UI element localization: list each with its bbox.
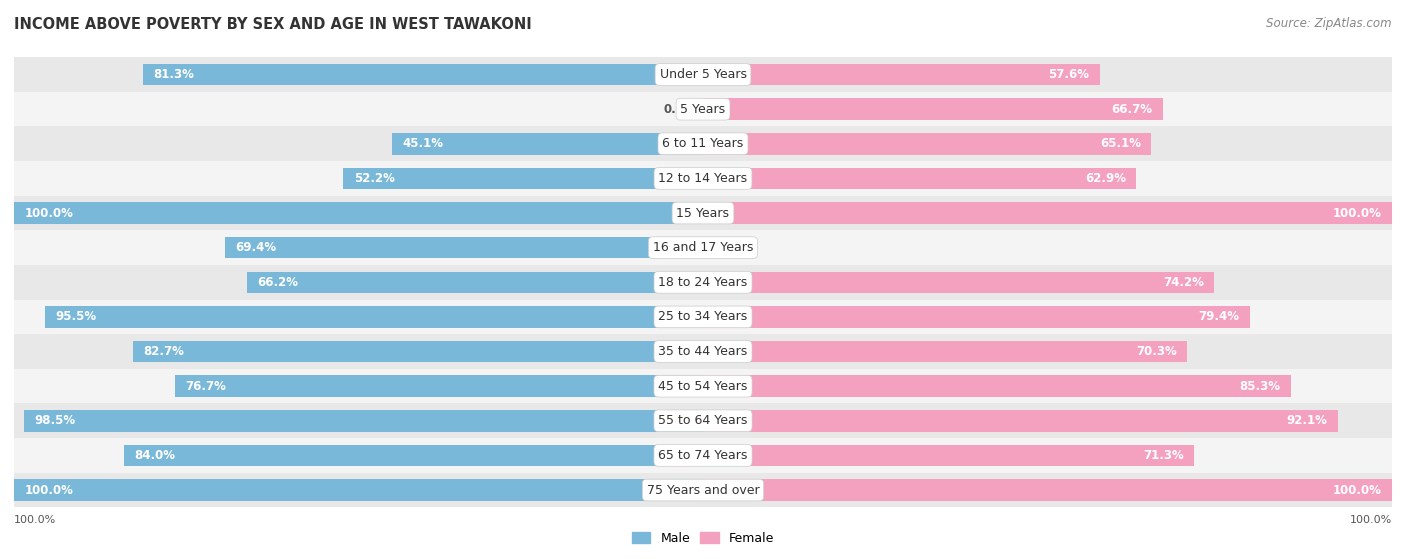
Bar	[703, 445, 1194, 466]
Text: 0.0%: 0.0%	[710, 241, 742, 254]
Bar	[45, 306, 703, 328]
Bar	[143, 64, 703, 86]
Bar	[14, 196, 1392, 230]
Bar	[14, 438, 1392, 473]
Text: 100.0%: 100.0%	[24, 484, 73, 496]
Text: 15 Years: 15 Years	[676, 206, 730, 220]
Bar	[14, 57, 1392, 92]
Bar	[14, 126, 1392, 161]
Text: 66.7%: 66.7%	[1111, 103, 1152, 116]
Bar	[225, 237, 703, 258]
Bar	[14, 369, 1392, 404]
Text: 18 to 24 Years: 18 to 24 Years	[658, 276, 748, 289]
Bar	[134, 341, 703, 362]
Bar	[14, 230, 1392, 265]
Bar	[14, 92, 1392, 126]
Text: 6 to 11 Years: 6 to 11 Years	[662, 138, 744, 150]
Bar	[703, 306, 1250, 328]
Text: 100.0%: 100.0%	[1333, 484, 1382, 496]
Text: 69.4%: 69.4%	[235, 241, 277, 254]
Text: 82.7%: 82.7%	[143, 345, 184, 358]
Text: 74.2%: 74.2%	[1163, 276, 1204, 289]
Text: 76.7%: 76.7%	[186, 380, 226, 392]
Bar	[14, 202, 703, 224]
Text: 25 to 34 Years: 25 to 34 Years	[658, 310, 748, 324]
Text: 65.1%: 65.1%	[1099, 138, 1142, 150]
Text: 57.6%: 57.6%	[1049, 68, 1090, 81]
Text: 95.5%: 95.5%	[55, 310, 97, 324]
Bar	[703, 133, 1152, 154]
Bar	[703, 202, 1392, 224]
Text: 92.1%: 92.1%	[1286, 414, 1327, 427]
Text: 75 Years and over: 75 Years and over	[647, 484, 759, 496]
Text: 35 to 44 Years: 35 to 44 Years	[658, 345, 748, 358]
Bar	[247, 272, 703, 293]
Text: 0.0%: 0.0%	[664, 103, 696, 116]
Text: 16 and 17 Years: 16 and 17 Years	[652, 241, 754, 254]
Text: 45 to 54 Years: 45 to 54 Years	[658, 380, 748, 392]
Bar	[703, 272, 1215, 293]
Bar	[703, 376, 1291, 397]
Bar	[703, 98, 1163, 120]
Bar	[14, 334, 1392, 369]
Bar	[703, 341, 1187, 362]
Text: 84.0%: 84.0%	[135, 449, 176, 462]
Legend: Male, Female: Male, Female	[627, 527, 779, 550]
Text: 65 to 74 Years: 65 to 74 Years	[658, 449, 748, 462]
Bar	[703, 479, 1392, 501]
Text: 100.0%: 100.0%	[14, 515, 56, 525]
Bar	[14, 265, 1392, 300]
Bar	[174, 376, 703, 397]
Text: 52.2%: 52.2%	[354, 172, 395, 185]
Bar	[14, 161, 1392, 196]
Text: 5 Years: 5 Years	[681, 103, 725, 116]
Text: 71.3%: 71.3%	[1143, 449, 1184, 462]
Text: 81.3%: 81.3%	[153, 68, 194, 81]
Bar	[14, 404, 1392, 438]
Bar	[703, 410, 1337, 432]
Bar	[14, 473, 1392, 508]
Text: 100.0%: 100.0%	[1350, 515, 1392, 525]
Text: 100.0%: 100.0%	[1333, 206, 1382, 220]
Text: 70.3%: 70.3%	[1136, 345, 1177, 358]
Text: 12 to 14 Years: 12 to 14 Years	[658, 172, 748, 185]
Text: INCOME ABOVE POVERTY BY SEX AND AGE IN WEST TAWAKONI: INCOME ABOVE POVERTY BY SEX AND AGE IN W…	[14, 17, 531, 32]
Text: 98.5%: 98.5%	[35, 414, 76, 427]
Bar	[124, 445, 703, 466]
Text: 55 to 64 Years: 55 to 64 Years	[658, 414, 748, 427]
Text: 62.9%: 62.9%	[1085, 172, 1126, 185]
Text: Under 5 Years: Under 5 Years	[659, 68, 747, 81]
Bar	[14, 479, 703, 501]
Bar	[703, 64, 1099, 86]
Text: 100.0%: 100.0%	[24, 206, 73, 220]
Bar	[343, 168, 703, 189]
Bar	[24, 410, 703, 432]
Text: Source: ZipAtlas.com: Source: ZipAtlas.com	[1267, 17, 1392, 30]
Text: 79.4%: 79.4%	[1199, 310, 1240, 324]
Bar	[703, 168, 1136, 189]
Text: 85.3%: 85.3%	[1239, 380, 1281, 392]
Text: 45.1%: 45.1%	[402, 138, 444, 150]
Text: 66.2%: 66.2%	[257, 276, 298, 289]
Bar	[392, 133, 703, 154]
Bar	[14, 300, 1392, 334]
